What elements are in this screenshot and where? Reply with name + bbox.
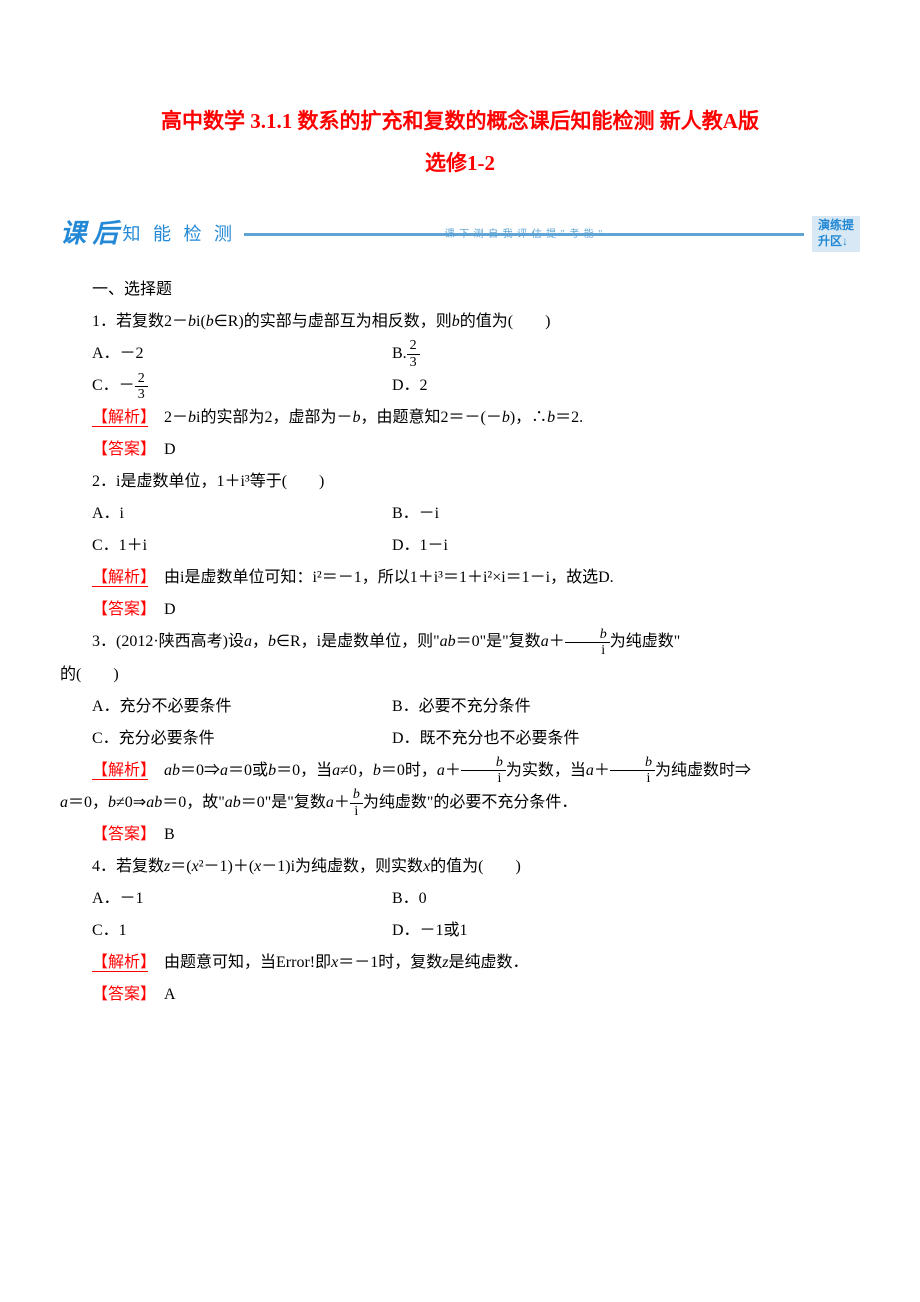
q4-opt-a: A．－1 [92, 883, 392, 915]
title-line-2: 选修1-2 [60, 142, 860, 184]
q1-options-row2: C．－23 D．2 [60, 370, 860, 402]
q2-options-row2: C．1＋i D．1－i [60, 530, 860, 562]
q3-opt-d: D．既不充分也不必要条件 [392, 723, 860, 755]
q1-options-row1: A．－2 B.23 [60, 338, 860, 370]
analysis-label: 【解析】 [92, 569, 148, 587]
q1-opt-a: A．－2 [92, 338, 392, 370]
q1-text: 1．若复数2－bi(b∈R)的实部与虚部互为相反数，则b的值为( ) [60, 306, 860, 338]
banner-right-line1: 演练提 [818, 218, 854, 234]
answer-label: 【答案】 [92, 826, 148, 843]
banner-right-box: 演练提 升区↓ [812, 216, 860, 251]
banner-right-line2: 升区↓ [818, 234, 854, 250]
q3-text: 3．(2012·陕西高考)设a，b∈R，i是虚数单位，则"ab＝0"是"复数a＋… [60, 626, 860, 658]
banner-subtitle: 课 下 测 自 我 评 估 提 " 考 能 " [445, 225, 604, 245]
q3-answer: 【答案】 B [60, 819, 860, 851]
q2-opt-b: B．－i [392, 498, 860, 530]
q4-opt-b: B．0 [392, 883, 860, 915]
banner-divider: 课 下 测 自 我 评 估 提 " 考 能 " [244, 233, 804, 236]
q3-opt-c: C．充分必要条件 [92, 723, 392, 755]
q3-options-row1: A．充分不必要条件 B．必要不充分条件 [60, 691, 860, 723]
q3-analysis-p1: 【解析】 ab＝0⇒a＝0或b＝0，当a≠0，b＝0时，a＋bi为实数，当a＋b… [60, 755, 860, 787]
title-line-1: 高中数学 3.1.1 数系的扩充和复数的概念课后知能检测 新人教A版 [60, 100, 860, 142]
q3-opt-b: B．必要不充分条件 [392, 691, 860, 723]
answer-label: 【答案】 [92, 986, 148, 1003]
answer-label: 【答案】 [92, 441, 148, 458]
q2-opt-a: A．i [92, 498, 392, 530]
analysis-label: 【解析】 [92, 954, 148, 972]
q1-answer: 【答案】 D [60, 434, 860, 466]
q1-opt-d: D．2 [392, 370, 860, 402]
answer-label: 【答案】 [92, 601, 148, 618]
section-banner: 课 后 知 能 检 测 课 下 测 自 我 评 估 提 " 考 能 " 演练提 … [60, 214, 860, 254]
q2-analysis: 【解析】 由i是虚数单位可知：i²＝－1，所以1＋i³＝1＋i²×i＝1－i，故… [60, 562, 860, 594]
q4-options-row2: C．1 D．－1或1 [60, 915, 860, 947]
document-title: 高中数学 3.1.1 数系的扩充和复数的概念课后知能检测 新人教A版 选修1-2 [60, 100, 860, 184]
q4-opt-c: C．1 [92, 915, 392, 947]
q4-opt-d: D．－1或1 [392, 915, 860, 947]
q1-analysis: 【解析】 2－bi的实部为2，虚部为－b，由题意知2＝－(－b)，∴b＝2. [60, 402, 860, 434]
q3-opt-a: A．充分不必要条件 [92, 691, 392, 723]
q2-text: 2．i是虚数单位，1＋i³等于( ) [60, 466, 860, 498]
q4-analysis: 【解析】 由题意可知，当Error!即x＝－1时，复数z是纯虚数． [60, 947, 860, 979]
q1-opt-b: B.23 [392, 338, 860, 370]
analysis-label: 【解析】 [92, 762, 148, 780]
section-heading: 一、选择题 [60, 274, 860, 306]
q4-options-row1: A．－1 B．0 [60, 883, 860, 915]
q4-text: 4．若复数z＝(x²－1)＋(x－1)i为纯虚数，则实数x的值为( ) [60, 851, 860, 883]
banner-left-big: 课 后 [60, 208, 119, 260]
q3-options-row2: C．充分必要条件 D．既不充分也不必要条件 [60, 723, 860, 755]
q2-options-row1: A．i B．－i [60, 498, 860, 530]
q3-text-line2: 的( ) [60, 659, 860, 691]
q3-analysis-p2: a＝0，b≠0⇒ab＝0，故"ab＝0"是"复数a＋bi为纯虚数"的必要不充分条… [60, 787, 860, 819]
q2-answer: 【答案】 D [60, 594, 860, 626]
q2-opt-c: C．1＋i [92, 530, 392, 562]
q1-opt-c: C．－23 [92, 370, 392, 402]
analysis-label: 【解析】 [92, 409, 148, 427]
q2-opt-d: D．1－i [392, 530, 860, 562]
q4-answer: 【答案】 A [60, 979, 860, 1011]
banner-left-text: 知 能 检 测 [123, 216, 237, 252]
